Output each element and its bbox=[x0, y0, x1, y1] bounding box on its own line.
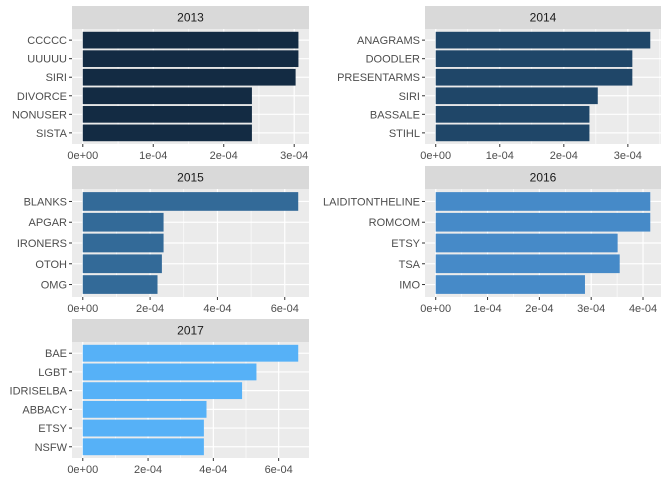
bar-abbacy bbox=[82, 400, 207, 418]
category-label: ETSY bbox=[38, 423, 67, 435]
bar-nonuser bbox=[82, 105, 252, 123]
facet-strip bbox=[425, 166, 661, 189]
bar-lgbt bbox=[82, 363, 257, 381]
x-tick-label: 6e-04 bbox=[271, 303, 299, 315]
x-tick-label: 2e-04 bbox=[550, 150, 578, 162]
facet-panel-2014: 2014 ANAGRAMS DOODLER PRESENTARMS SIRI BASSAL… bbox=[337, 6, 661, 162]
category-label: ROMCOM bbox=[369, 217, 420, 229]
x-tick-label: 3e-04 bbox=[577, 303, 605, 315]
category-label: TSA bbox=[399, 259, 421, 271]
bar-presentarms bbox=[435, 68, 633, 86]
bar-anagrams bbox=[435, 31, 651, 49]
bar-blanks bbox=[82, 192, 299, 211]
x-tick-label: 0e+00 bbox=[67, 150, 98, 162]
bar-imo bbox=[435, 275, 585, 294]
category-label: OTOH bbox=[35, 259, 67, 271]
x-tick-label: 2e-04 bbox=[525, 303, 553, 315]
bar-nsfw bbox=[82, 438, 204, 456]
category-label: BAE bbox=[45, 348, 67, 360]
category-label: DOODLER bbox=[366, 54, 420, 66]
facet-panel-2013: 2013 CCCCC UUUUU SIRI DIVORCE NONUSER SISTA 0e+… bbox=[12, 6, 309, 162]
category-label: NONUSER bbox=[12, 109, 67, 121]
bar-ironers bbox=[82, 233, 164, 253]
facet-strip bbox=[72, 319, 309, 342]
category-label: APGAR bbox=[28, 217, 67, 229]
category-label: BASSALE bbox=[370, 109, 420, 121]
bar-romcom bbox=[435, 212, 651, 232]
x-tick-label: 6e-04 bbox=[265, 464, 293, 476]
x-tick-label: 1e-04 bbox=[473, 303, 501, 315]
bar-bae bbox=[82, 344, 299, 362]
category-label: STIHL bbox=[389, 128, 420, 140]
bar-stihl bbox=[435, 124, 590, 142]
category-label: NSFW bbox=[35, 442, 68, 454]
category-label: IMO bbox=[399, 280, 420, 292]
category-label: CCCCC bbox=[27, 35, 67, 47]
category-label: IRONERS bbox=[17, 238, 67, 250]
category-label: BLANKS bbox=[24, 196, 67, 208]
x-tick-label: 1e-04 bbox=[139, 150, 167, 162]
category-label: UUUUU bbox=[27, 54, 67, 66]
x-tick-label: 1e-04 bbox=[486, 150, 514, 162]
bar-laiditontheline bbox=[435, 192, 651, 211]
category-label: DIVORCE bbox=[17, 91, 67, 103]
x-tick-label: 4e-04 bbox=[199, 464, 227, 476]
bar-bassale bbox=[435, 105, 590, 123]
facet-strip-label: 2015 bbox=[177, 171, 204, 185]
facet-strip-label: 2013 bbox=[177, 11, 204, 25]
bar-tsa bbox=[435, 254, 620, 274]
category-label: ANAGRAMS bbox=[357, 35, 420, 47]
category-label: ETSY bbox=[391, 238, 420, 250]
bar-otoh bbox=[82, 254, 162, 274]
bar-uuuuu bbox=[82, 50, 299, 68]
bar-divorce bbox=[82, 87, 252, 105]
bar-etsy bbox=[435, 233, 618, 253]
bar-sista bbox=[82, 124, 252, 142]
bar-siri bbox=[435, 87, 598, 105]
facet-strip-label: 2017 bbox=[177, 324, 204, 338]
category-label: PRESENTARMS bbox=[337, 72, 420, 84]
x-tick-label: 0e+00 bbox=[67, 464, 98, 476]
x-tick-label: 4e-04 bbox=[629, 303, 657, 315]
facet-strip bbox=[425, 6, 661, 29]
category-label: LAIDITONTHELINE bbox=[323, 196, 420, 208]
bar-idriselba bbox=[82, 382, 243, 400]
facet-strip-label: 2016 bbox=[530, 171, 557, 185]
x-tick-label: 0e+00 bbox=[420, 150, 451, 162]
category-label: IDRISELBA bbox=[10, 386, 68, 398]
category-label: SISTA bbox=[36, 128, 68, 140]
facet-panel-2016: 2016 LAIDITONTHELINE ROMCOM ETSY TSA IMO0e+00… bbox=[323, 166, 661, 315]
category-label: SIRI bbox=[399, 91, 420, 103]
bar-doodler bbox=[435, 50, 633, 68]
facet-strip-label: 2014 bbox=[530, 11, 557, 25]
x-tick-label: 3e-04 bbox=[280, 150, 308, 162]
bar-omg bbox=[82, 275, 158, 294]
category-label: SIRI bbox=[46, 72, 67, 84]
bar-apgar bbox=[82, 212, 164, 232]
bar-etsy bbox=[82, 419, 204, 437]
x-tick-label: 0e+00 bbox=[67, 303, 98, 315]
x-tick-label: 0e+00 bbox=[420, 303, 451, 315]
bar-siri bbox=[82, 68, 296, 86]
facet-strip bbox=[72, 6, 309, 29]
x-tick-label: 4e-04 bbox=[203, 303, 231, 315]
facet-strip bbox=[72, 166, 309, 189]
x-tick-label: 2e-04 bbox=[136, 303, 164, 315]
category-label: OMG bbox=[41, 280, 67, 292]
category-label: ABBACY bbox=[22, 404, 67, 416]
bar-ccccc bbox=[82, 31, 299, 49]
category-label: LGBT bbox=[38, 367, 67, 379]
x-tick-label: 3e-04 bbox=[614, 150, 642, 162]
x-tick-label: 2e-04 bbox=[134, 464, 162, 476]
x-tick-label: 2e-04 bbox=[210, 150, 238, 162]
facet-panel-2017: 2017 BAE LGBT IDRISELBA ABBACY ETSY NSFW 0e+00 2… bbox=[10, 319, 309, 476]
